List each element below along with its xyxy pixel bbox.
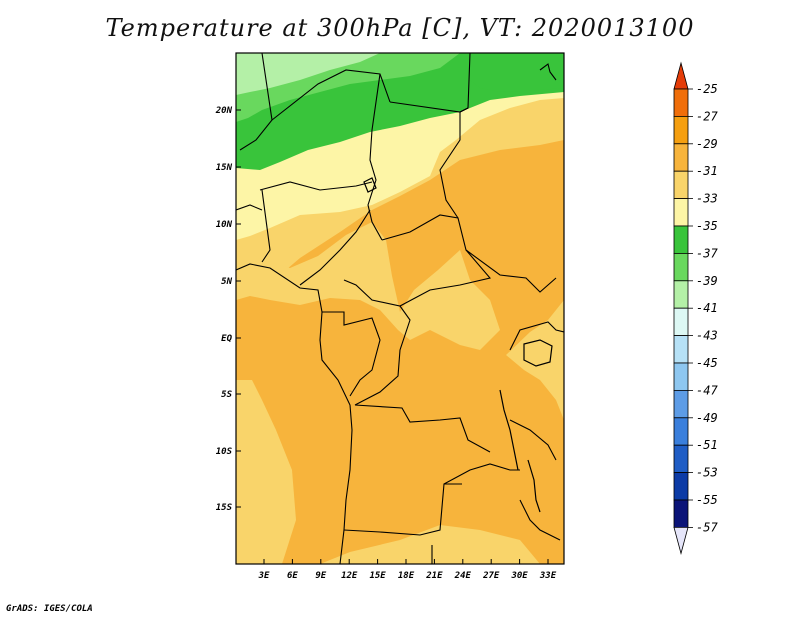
lon-label: 21E <box>425 571 443 581</box>
colorbar-label: -25 <box>696 82 718 96</box>
colorbar-label: -33 <box>696 192 718 206</box>
colorbar-swatch <box>673 472 689 501</box>
colorbar-swatch <box>673 143 689 172</box>
lon-label: 30E <box>510 571 528 581</box>
colorbar-swatch <box>673 389 689 419</box>
lake-victoria <box>523 339 553 367</box>
field-31-coast <box>236 222 500 350</box>
border-niger-nigeria <box>259 181 373 191</box>
colorbar-label: -27 <box>696 109 718 123</box>
lon-label: 27E <box>482 571 500 581</box>
lat-label: 15N <box>216 163 233 173</box>
border-mozambique <box>519 499 561 541</box>
colorbar-swatch <box>673 225 689 254</box>
lat-label: 5S <box>221 390 232 400</box>
field-35-northeast <box>470 53 564 92</box>
map-frame <box>235 52 565 565</box>
lakes <box>363 177 553 513</box>
colorbar-swatch <box>673 116 689 145</box>
border-chad-sudan <box>367 73 383 241</box>
border-nigeria-cameroon <box>299 209 371 286</box>
colorbar-cap-top <box>673 61 689 90</box>
colorbar-swatch <box>673 362 689 391</box>
map-title: Temperature at 300hPa [C], VT: 202001310… <box>105 14 695 42</box>
lat-label: 15S <box>216 503 233 513</box>
coast-gulf-guinea <box>236 263 353 564</box>
lake-malawi <box>527 459 541 513</box>
temperature-field <box>236 53 564 564</box>
border-ghana-togo <box>261 189 271 263</box>
colorbar-label: -37 <box>696 246 718 260</box>
colorbar-swatch <box>673 307 689 337</box>
colorbar-label: -47 <box>696 383 718 397</box>
colorbar-swatch <box>673 170 689 199</box>
colorbar-label: -35 <box>696 219 718 233</box>
colorbar-swatch <box>673 252 689 282</box>
coast-red-sea <box>539 63 557 81</box>
border-drc-north <box>354 305 411 406</box>
colorbar-swatch <box>673 280 689 309</box>
border-congo-gabon <box>322 311 381 397</box>
border-south-sudan <box>465 249 557 293</box>
colorbar-label: -57 <box>696 520 718 534</box>
colorbar-label: -53 <box>696 466 718 480</box>
border-zambia <box>443 463 520 485</box>
lon-label: 12E <box>341 571 358 581</box>
colorbar-label: -39 <box>696 274 718 288</box>
lat-label: EQ <box>221 334 232 344</box>
lon-label: 18E <box>398 571 415 581</box>
border-car <box>343 214 492 307</box>
latitude-axis: 20N 15N 10N 5N EQ 5S 10S 15S <box>215 106 241 513</box>
field-31-east <box>506 300 564 420</box>
lon-label: 6E <box>287 571 298 581</box>
colorbar-swatch <box>673 444 689 474</box>
lat-label: 20N <box>215 106 233 116</box>
colorbar-label: -29 <box>696 137 718 151</box>
colorbar-label: -49 <box>696 411 718 425</box>
colorbar-label: -55 <box>696 493 718 507</box>
colorbar-swatch <box>673 499 689 528</box>
colorbar-label: -43 <box>696 329 718 343</box>
border-tanzania <box>509 419 557 461</box>
country-borders <box>236 53 564 564</box>
lon-label: 33E <box>539 571 557 581</box>
border-angola-south <box>343 483 462 536</box>
colorbar-label: -51 <box>696 438 718 452</box>
lake-chad <box>363 177 377 193</box>
lat-label: 5N <box>221 277 232 287</box>
field-39-41 <box>236 53 380 95</box>
lat-label: 10N <box>216 220 233 230</box>
colorbar-label: -31 <box>696 164 718 178</box>
longitude-axis: 3E 6E 9E 12E 15E 18E 21E 24E 27E 30E 33E <box>258 559 557 581</box>
lat-label: 10S <box>216 447 233 457</box>
colorbar: -25 -27 -29 -31 -33 -35 -37 -39 -41 -43 -45 -47 -49 -… <box>673 61 718 555</box>
border-east-africa <box>509 321 564 351</box>
lon-label: 9E <box>315 571 326 581</box>
colorbar-label: -45 <box>696 356 718 370</box>
lon-label: 15E <box>369 571 386 581</box>
grads-credit: GrADS: IGES/COLA <box>6 604 93 614</box>
colorbar-swatch <box>673 198 689 227</box>
colorbar-swatch <box>673 335 689 364</box>
border-burkina <box>236 204 263 211</box>
lon-label: 3E <box>258 571 270 581</box>
colorbar-label: -41 <box>696 301 718 315</box>
field-31-southwest <box>236 380 296 564</box>
border-libya-algeria <box>239 53 273 151</box>
border-drc-angola <box>354 404 491 453</box>
colorbar-swatch <box>673 88 689 117</box>
colorbar-cap-bottom <box>673 527 689 555</box>
lake-tanganyika <box>499 389 519 471</box>
colorbar-swatch <box>673 417 689 446</box>
lon-label: 24E <box>454 571 472 581</box>
border-sudan-east <box>439 112 461 219</box>
border-libya-niger-chad <box>271 69 391 121</box>
